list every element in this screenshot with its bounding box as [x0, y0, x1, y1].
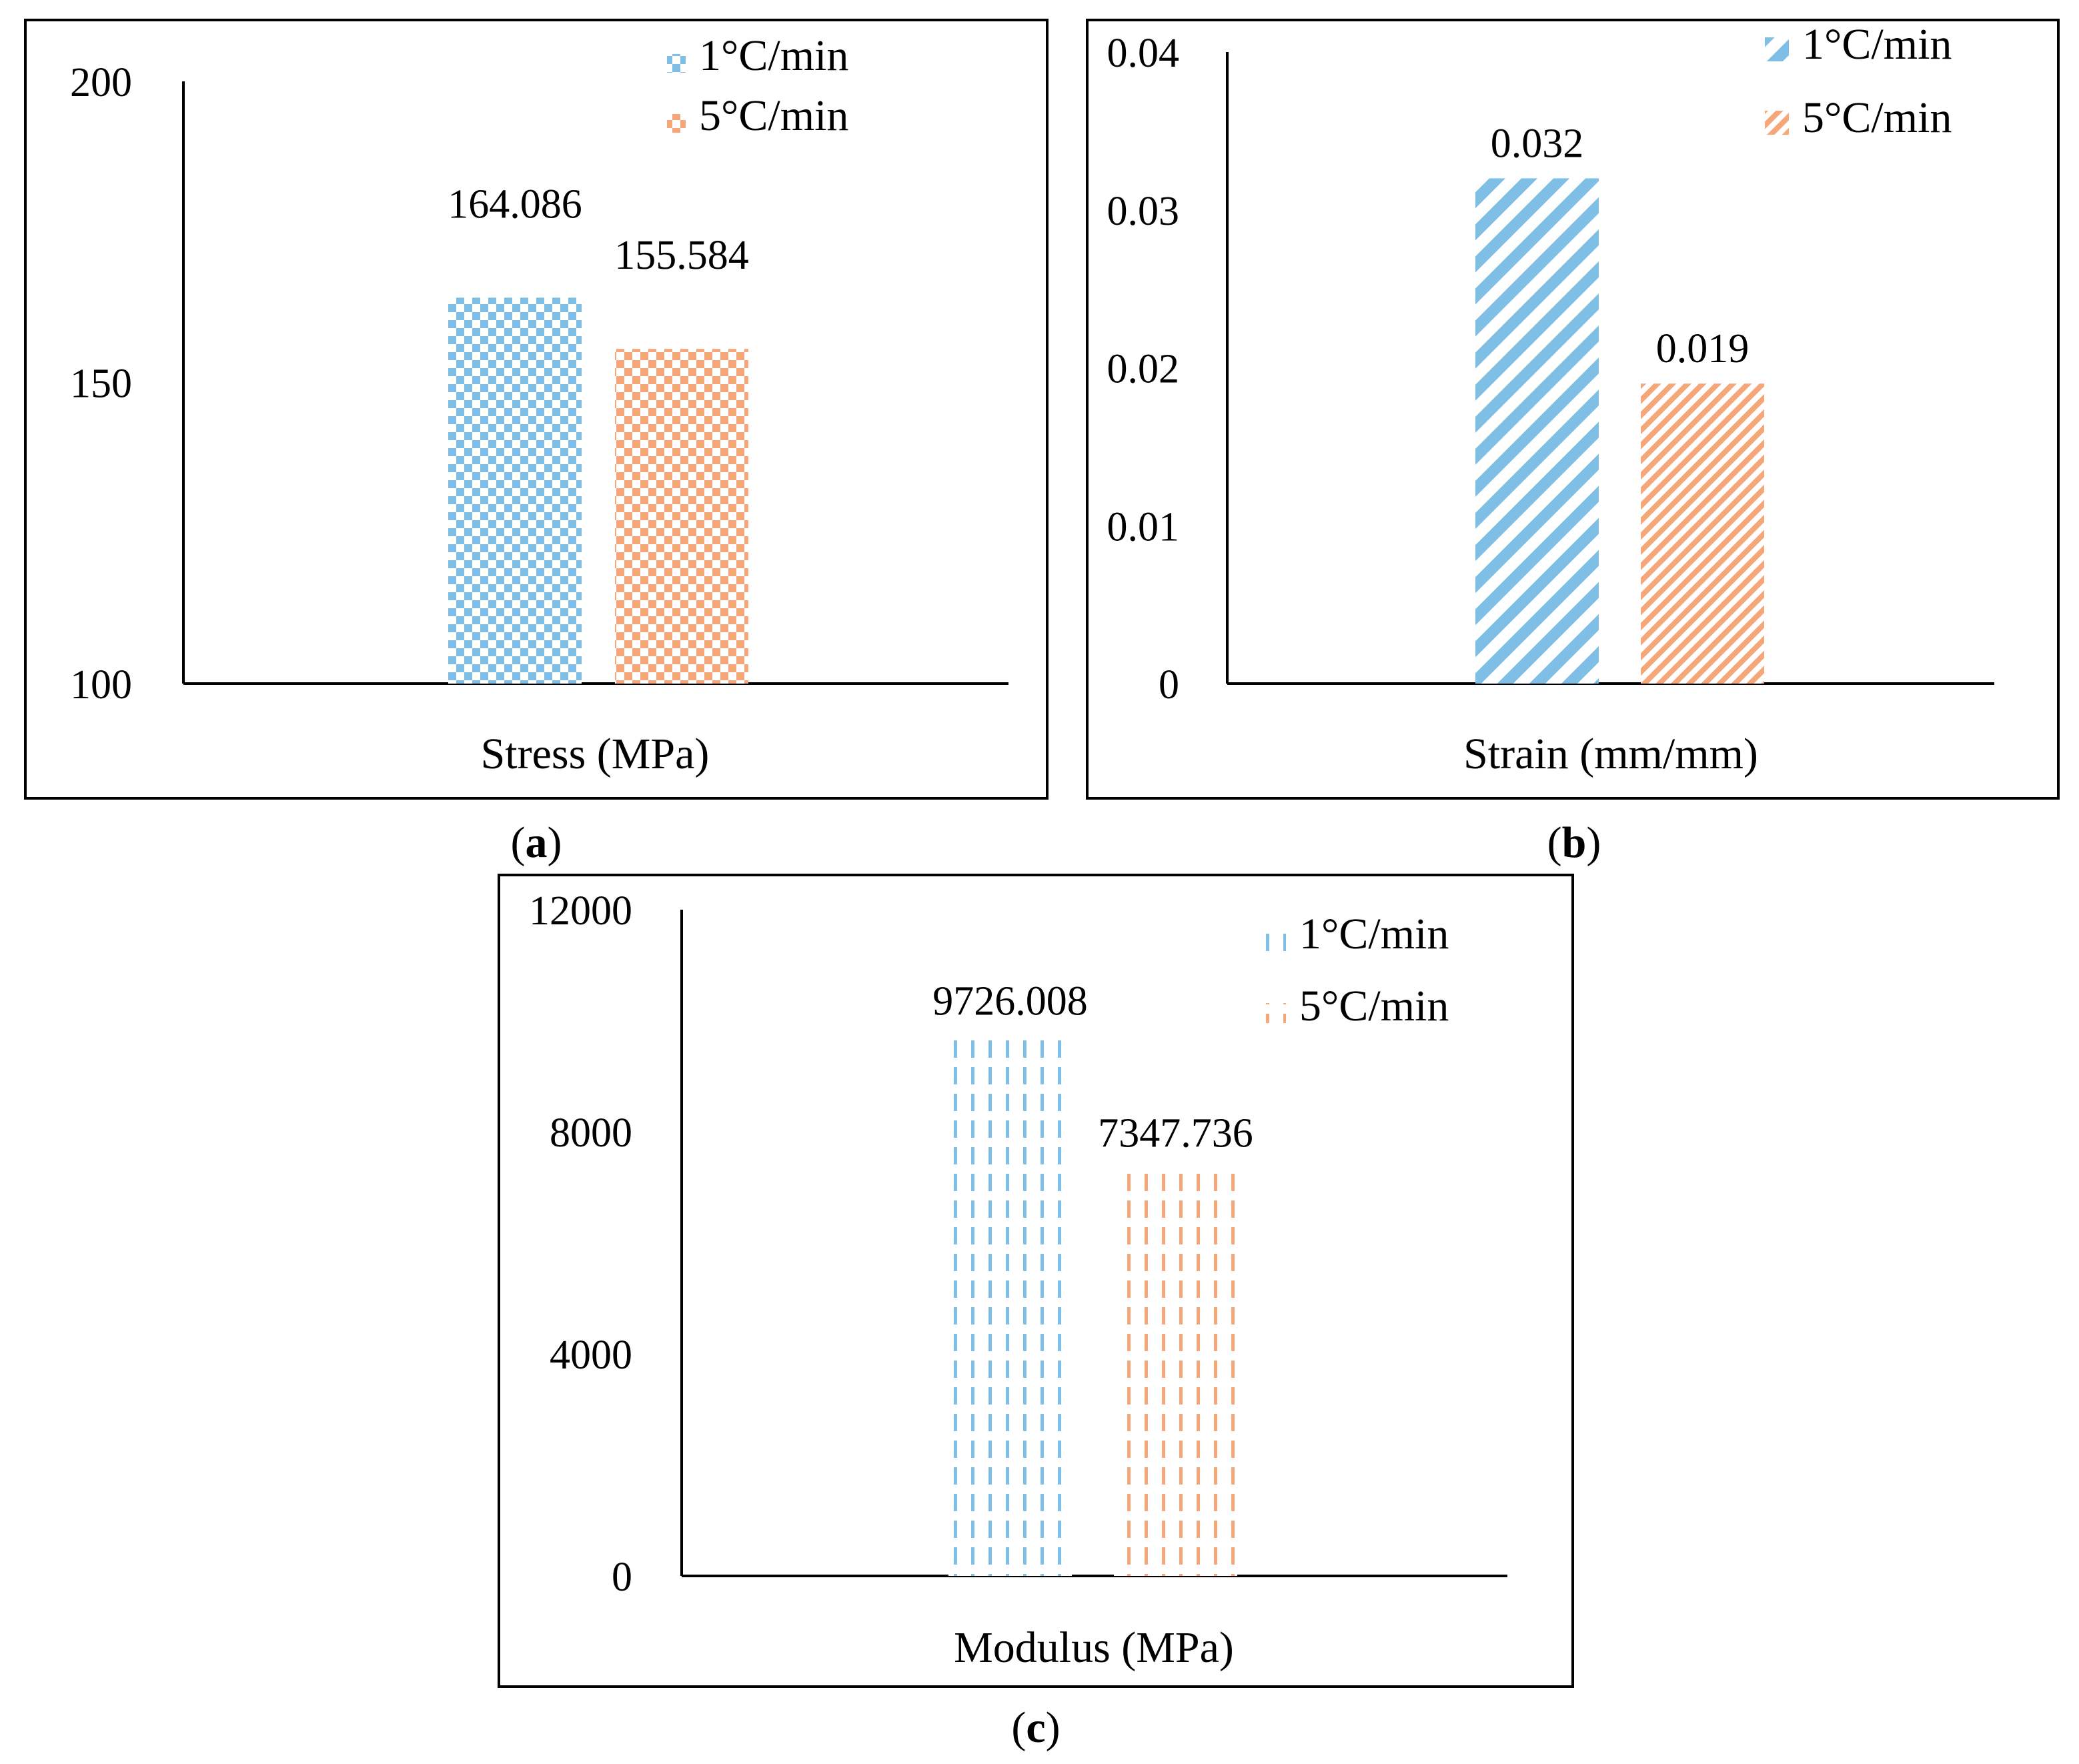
panel-c-y-tick-label: 4000: [550, 1333, 632, 1378]
panel-c-data-labels: 9726.008 7347.736: [932, 978, 1253, 1156]
panel-b-bar-series-2: [1641, 383, 1764, 684]
panel-b-y-tick-label: 0.01: [1107, 504, 1180, 550]
panel-b-y-tick-label: 0.04: [1107, 31, 1180, 76]
panel-c-legend-label-2: 5°C/min: [1299, 982, 1449, 1030]
panel-b-tick-labels: 0 0.01 0.02 0.03 0.04: [1107, 31, 1180, 708]
panel-a-data-label-series-1: 164.086: [448, 181, 582, 227]
panel-b-bars: [1475, 178, 1764, 684]
panel-c-bar-series-2: [1114, 1168, 1237, 1576]
panel-c-legend-label-1: 1°C/min: [1299, 910, 1449, 958]
panel-a-data-labels: 164.086 155.584: [448, 181, 749, 278]
panel-b-label: (b): [1547, 818, 1601, 867]
panel-c-y-tick-label: 12000: [529, 888, 632, 934]
panel-b-x-axis-title: Strain (mm/mm): [1463, 730, 1758, 778]
panel-c-data-label-series-2: 7347.736: [1098, 1110, 1253, 1156]
panel-a-tick-labels: 100 150 200: [70, 60, 132, 708]
panel-b-y-tick-label: 0: [1159, 662, 1179, 708]
panel-a-legend-swatch-2: [667, 114, 686, 133]
panel-a-bars: [448, 297, 748, 684]
panel-c-legend: 1°C/min 5°C/min: [1266, 910, 1449, 1030]
panel-b-legend-label-1: 1°C/min: [1802, 20, 1952, 69]
panel-a-frame: [24, 19, 1049, 800]
panel-a-y-tick-label: 150: [70, 361, 132, 407]
panel-a-legend: 1°C/min 5°C/min: [667, 31, 848, 140]
panel-b-frame: [1086, 19, 2060, 800]
panel-a-legend-label-1: 1°C/min: [699, 31, 848, 80]
panel-c-legend-swatch-1: [1266, 931, 1286, 951]
panel-c-frame: [498, 874, 1574, 1688]
panel-a-label: (a): [511, 818, 562, 867]
panel-c-y-tick-label: 8000: [550, 1110, 632, 1156]
panel-b: 0 0.01 0.02 0.03 0.04 0.032 0.019 1°C/min 5°C/…: [1086, 19, 2060, 867]
panel-a-bar-series-2: [615, 349, 748, 684]
panel-a-y-tick-label: 200: [70, 60, 132, 105]
panel-a-legend-swatch-1: [667, 54, 686, 73]
panel-c-label: (c): [1011, 1703, 1060, 1752]
panel-a-legend-label-2: 5°C/min: [699, 91, 848, 140]
panel-c-data-label-series-1: 9726.008: [932, 978, 1088, 1024]
panel-b-legend-swatch-2: [1765, 111, 1789, 135]
panel-a-y-tick-label: 100: [70, 662, 132, 708]
panel-b-bar-series-1: [1475, 178, 1599, 684]
panel-b-y-tick-label: 0.02: [1107, 347, 1180, 392]
panel-c-bar-series-1: [948, 1036, 1072, 1576]
panel-b-legend-swatch-1: [1765, 37, 1789, 61]
panel-c-tick-labels: 0 4000 8000 12000: [529, 888, 632, 1600]
panel-c: 0 4000 8000 12000 9726.008 7347.736 1°C/min 5…: [498, 874, 1574, 1752]
panel-b-data-labels: 0.032 0.019: [1491, 121, 1750, 371]
panel-a-x-axis-title: Stress (MPa): [481, 730, 710, 778]
panel-b-data-label-series-1: 0.032: [1491, 121, 1584, 166]
panel-c-legend-swatch-2: [1266, 1003, 1286, 1023]
panel-b-y-tick-label: 0.03: [1107, 189, 1180, 234]
panel-c-y-tick-label: 0: [612, 1555, 632, 1600]
panel-b-data-label-series-2: 0.019: [1656, 326, 1750, 371]
panel-b-legend-label-2: 5°C/min: [1802, 93, 1952, 142]
panel-a-data-label-series-2: 155.584: [614, 233, 749, 278]
panel-c-bars: [948, 1036, 1237, 1576]
panel-a-bar-series-1: [448, 297, 582, 684]
panel-c-x-axis-title: Modulus (MPa): [954, 1623, 1234, 1672]
panel-b-legend: 1°C/min 5°C/min: [1765, 20, 1952, 142]
